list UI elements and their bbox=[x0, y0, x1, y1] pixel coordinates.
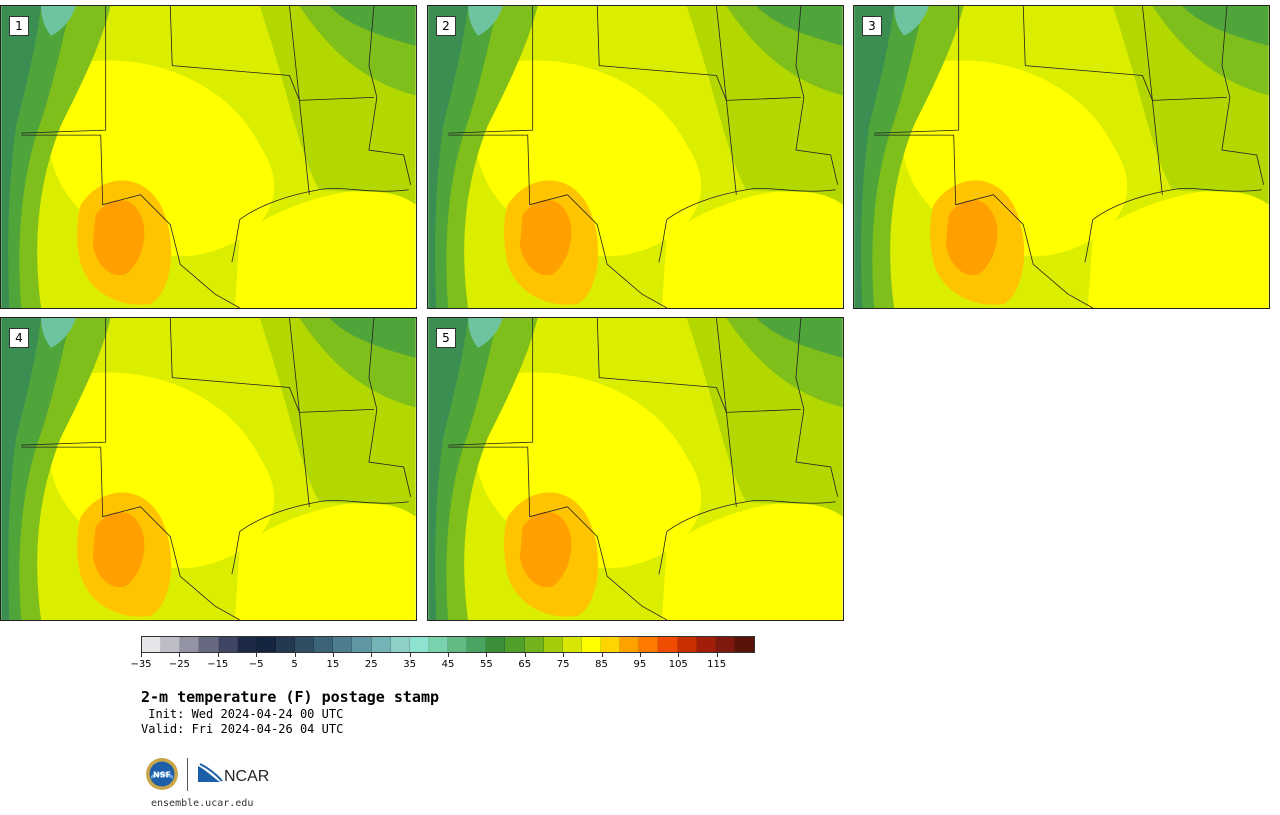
member-number-label: 4 bbox=[9, 328, 29, 348]
ncar-logo-icon: NCAR bbox=[198, 763, 269, 785]
init-time: Init: Wed 2024-04-24 00 UTC bbox=[141, 707, 344, 721]
temperature-colorbar bbox=[141, 636, 755, 653]
colorbar-tick bbox=[409, 653, 411, 657]
colorbar-tick bbox=[563, 653, 565, 657]
member-number-label: 1 bbox=[9, 16, 29, 36]
colorbar-tick-labels: −35 −25 −15 −5 5 15 25 35 45 55 65 75 85 95 105 115 bbox=[130, 653, 755, 673]
colorbar-swatch bbox=[486, 637, 506, 652]
colorbar-swatch bbox=[409, 637, 429, 652]
colorbar-swatch bbox=[562, 637, 582, 652]
colorbar-swatch bbox=[639, 637, 659, 652]
colorbar-swatch bbox=[218, 637, 238, 652]
colorbar-tick bbox=[332, 653, 334, 657]
temperature-map-5 bbox=[428, 318, 843, 620]
ensemble-member-map-2: 2 bbox=[427, 5, 844, 309]
colorbar-swatch bbox=[543, 637, 563, 652]
colorbar-tick-label: 35 bbox=[403, 659, 416, 670]
colorbar-tick-label: −15 bbox=[207, 659, 229, 670]
colorbar-tick-label: 45 bbox=[441, 659, 455, 670]
colorbar-swatch bbox=[142, 637, 162, 652]
ensemble-member-map-1: 1 bbox=[0, 5, 417, 309]
colorbar-swatch bbox=[352, 637, 372, 652]
colorbar-swatch bbox=[333, 637, 353, 652]
colorbar-tick bbox=[141, 653, 142, 657]
colorbar-swatch bbox=[677, 637, 697, 652]
colorbar-tick-label: 115 bbox=[707, 659, 727, 670]
colorbar-tick bbox=[256, 653, 258, 657]
colorbar-tick-label: 95 bbox=[633, 659, 647, 670]
nsf-logo-icon: NSF bbox=[146, 758, 178, 790]
ensemble-member-map-4: 4 bbox=[0, 317, 417, 621]
colorbar-swatch bbox=[448, 637, 468, 652]
colorbar-tick-label: 25 bbox=[364, 659, 378, 670]
colorbar-tick bbox=[601, 653, 603, 657]
colorbar-tick-label: 55 bbox=[480, 659, 493, 670]
colorbar-swatch bbox=[581, 637, 601, 652]
site-url: ensemble.ucar.edu bbox=[151, 798, 254, 809]
member-number-label: 2 bbox=[436, 16, 456, 36]
colorbar-tick bbox=[486, 653, 488, 657]
colorbar-swatch bbox=[256, 637, 276, 652]
colorbar-swatch bbox=[371, 637, 391, 652]
colorbar-swatch bbox=[180, 637, 200, 652]
colorbar-tick bbox=[716, 653, 718, 657]
colorbar-tick bbox=[217, 653, 219, 657]
colorbar-swatch bbox=[161, 637, 181, 652]
colorbar-swatch bbox=[715, 637, 735, 652]
colorbar-swatch bbox=[696, 637, 716, 652]
colorbar-swatch bbox=[505, 637, 525, 652]
colorbar-tick bbox=[448, 653, 449, 657]
colorbar-tick-label: 15 bbox=[326, 659, 340, 670]
colorbar-tick-label: 75 bbox=[556, 659, 570, 670]
colorbar-tick bbox=[179, 653, 181, 657]
colorbar-tick bbox=[639, 653, 641, 657]
colorbar-swatch bbox=[295, 637, 315, 652]
member-number-label: 3 bbox=[862, 16, 882, 36]
temperature-map-3 bbox=[854, 6, 1269, 308]
colorbar-tick bbox=[371, 653, 373, 657]
colorbar-swatch bbox=[314, 637, 334, 652]
ensemble-member-map-5: 5 bbox=[427, 317, 844, 621]
colorbar-swatch bbox=[199, 637, 219, 652]
colorbar-tick bbox=[294, 653, 296, 657]
colorbar-swatch bbox=[524, 637, 544, 652]
nsf-logo-text: NSF bbox=[153, 771, 171, 780]
colorbar-tick-label: 65 bbox=[518, 659, 532, 670]
colorbar-tick-label: −5 bbox=[248, 659, 264, 670]
valid-time: Valid: Fri 2024-04-26 04 UTC bbox=[141, 722, 344, 736]
colorbar-tick-label: 5 bbox=[291, 659, 298, 670]
member-number-label: 5 bbox=[436, 328, 456, 348]
colorbar-swatch bbox=[428, 637, 448, 652]
temperature-map-1 bbox=[1, 6, 416, 308]
colorbar-swatch bbox=[390, 637, 410, 652]
colorbar-swatch bbox=[275, 637, 295, 652]
colorbar-tick-label: −35 bbox=[130, 659, 152, 670]
logo-divider bbox=[187, 758, 188, 791]
colorbar-swatch bbox=[601, 637, 621, 652]
ncar-logo-text: NCAR bbox=[224, 768, 269, 785]
colorbar-tick-label: 85 bbox=[595, 659, 608, 670]
colorbar-swatch bbox=[237, 637, 257, 652]
ensemble-member-map-3: 3 bbox=[853, 5, 1270, 309]
colorbar-tick bbox=[524, 653, 526, 657]
colorbar-swatch bbox=[734, 637, 754, 652]
colorbar-swatch bbox=[467, 637, 487, 652]
colorbar-swatch bbox=[658, 637, 678, 652]
temperature-map-2 bbox=[428, 6, 843, 308]
plot-title: 2-m temperature (F) postage stamp bbox=[141, 688, 440, 706]
temperature-map-4 bbox=[1, 318, 416, 620]
colorbar-swatch bbox=[620, 637, 640, 652]
colorbar-tick-label: −25 bbox=[168, 659, 190, 670]
colorbar-tick-label: 105 bbox=[668, 659, 688, 670]
colorbar-tick bbox=[678, 653, 680, 657]
